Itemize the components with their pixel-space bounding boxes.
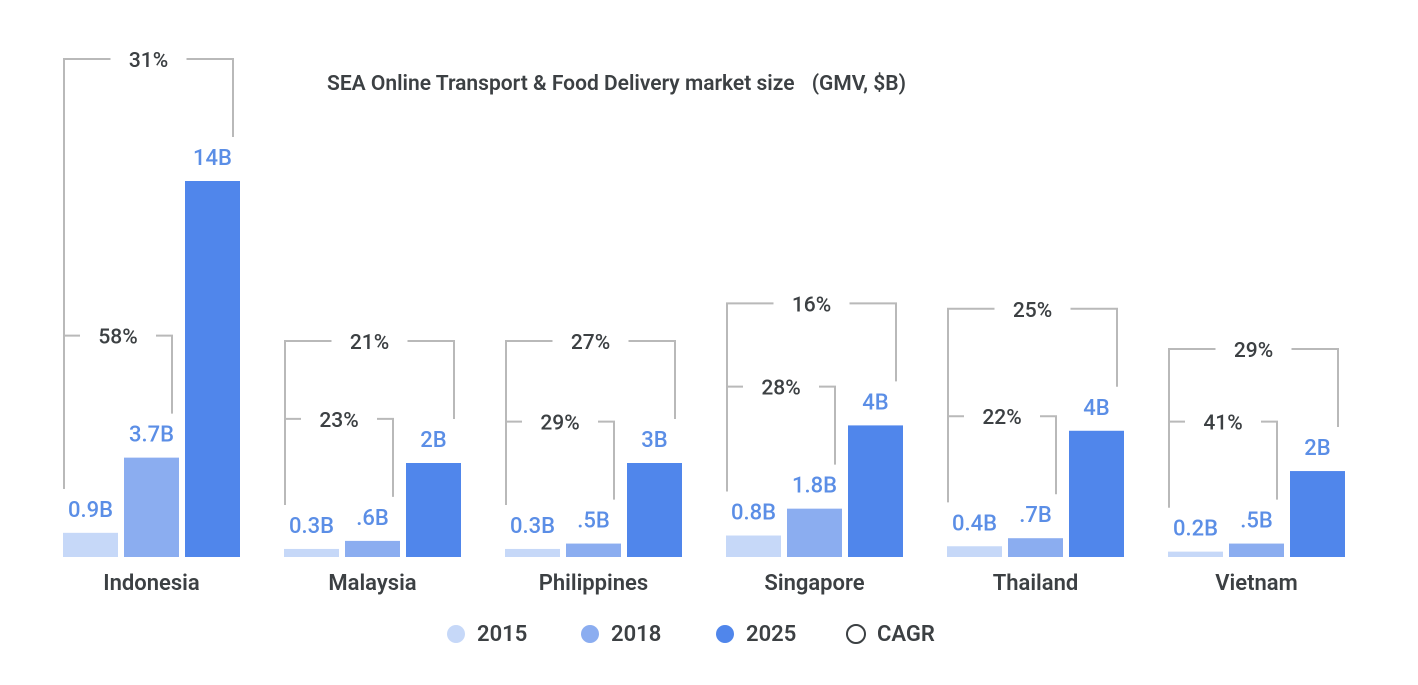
value-label-malaysia-2025: 2B: [420, 428, 446, 453]
value-label-indonesia-2015: 0.9B: [68, 498, 113, 523]
legend-label-cagr: CAGR: [877, 622, 935, 647]
value-label-philippines-2018: .5B: [577, 509, 610, 534]
cagr-label-2015-2018-malaysia: 23%: [319, 409, 358, 433]
cagr-label-2015-2025-philippines: 27%: [571, 331, 610, 355]
value-label-singapore-2025: 4B: [862, 390, 888, 415]
legend-marker-2015: [447, 625, 465, 643]
legend-label-2018: 2018: [611, 622, 661, 647]
bar-thailand-2025: [1069, 430, 1124, 557]
value-label-philippines-2015: 0.3B: [510, 514, 555, 539]
value-label-indonesia-2025: 14B: [193, 146, 232, 171]
category-label-philippines: Philippines: [539, 571, 648, 596]
bar-philippines-2018: [566, 543, 621, 557]
category-label-vietnam: Vietnam: [1215, 571, 1297, 596]
bar-vietnam-2025: [1290, 471, 1345, 557]
cagr-label-2015-2018-vietnam: 41%: [1203, 412, 1242, 436]
value-label-singapore-2018: 1.8B: [792, 474, 837, 499]
cagr-label-2015-2025-vietnam: 29%: [1234, 339, 1273, 363]
bar-vietnam-2015: [1168, 551, 1223, 557]
legend-marker-2018: [581, 625, 599, 643]
value-label-vietnam-2018: .5B: [1240, 509, 1273, 534]
bar-singapore-2015: [726, 535, 781, 557]
legend-marker-cagr: [846, 624, 866, 644]
bar-malaysia-2018: [345, 540, 400, 557]
cagr-label-2015-2025-indonesia: 31%: [129, 49, 168, 73]
bar-singapore-2018: [787, 508, 842, 557]
cagr-bracket-2015-2025-philippines: [505, 340, 676, 505]
legend-label-2025: 2025: [746, 622, 796, 647]
legend: 2015 2018 2025 CAGR: [447, 622, 935, 647]
labels-layer: 0.9B 3.7B 14B Indonesia 0.3B .6B 2B Malaysia 0.3…: [68, 49, 1331, 596]
cagr-bracket-2015-2025-indonesia: [63, 58, 234, 489]
bar-philippines-2015: [505, 548, 560, 557]
value-label-vietnam-2025: 2B: [1304, 436, 1330, 461]
cagr-brackets-layer: [63, 58, 1339, 508]
bar-vietnam-2018: [1229, 543, 1284, 557]
cagr-label-2015-2025-malaysia: 21%: [350, 331, 389, 355]
cagr-bracket-2015-2025-vietnam: [1168, 348, 1339, 508]
category-label-singapore: Singapore: [764, 571, 864, 596]
value-label-vietnam-2015: 0.2B: [1173, 517, 1218, 542]
cagr-label-2015-2025-thailand: 25%: [1013, 299, 1052, 323]
cagr-label-2015-2018-singapore: 28%: [761, 377, 800, 401]
bar-malaysia-2025: [406, 463, 461, 557]
bar-indonesia-2015: [63, 532, 118, 557]
cagr-bracket-2015-2025-malaysia: [284, 340, 455, 505]
value-label-thailand-2025: 4B: [1083, 396, 1109, 421]
bar-thailand-2018: [1008, 538, 1063, 557]
bar-malaysia-2015: [284, 548, 339, 557]
value-label-indonesia-2018: 3.7B: [129, 423, 174, 448]
value-label-malaysia-2015: 0.3B: [289, 514, 334, 539]
cagr-label-2015-2018-thailand: 22%: [982, 406, 1021, 430]
bar-indonesia-2025: [185, 181, 240, 557]
value-label-thailand-2015: 0.4B: [952, 511, 997, 536]
chart-title-main: SEA Online Transport & Food Delivery mar…: [327, 72, 795, 96]
value-label-thailand-2018: .7B: [1019, 503, 1052, 528]
value-label-malaysia-2018: .6B: [356, 506, 389, 531]
legend-marker-2025: [716, 625, 734, 643]
bar-indonesia-2018: [124, 457, 179, 557]
bars-layer: [63, 181, 1345, 557]
value-label-singapore-2015: 0.8B: [731, 501, 776, 526]
cagr-bracket-2015-2025-singapore: [726, 302, 897, 492]
cagr-label-2015-2018-philippines: 29%: [540, 412, 579, 436]
value-label-philippines-2025: 3B: [641, 428, 667, 453]
chart-title-unit: (GMV, $B): [812, 72, 906, 96]
bar-philippines-2025: [627, 463, 682, 557]
cagr-label-2015-2018-indonesia: 58%: [98, 326, 137, 350]
chart-title: SEA Online Transport & Food Delivery mar…: [327, 72, 906, 96]
legend-label-2015: 2015: [477, 622, 527, 647]
category-label-thailand: Thailand: [993, 571, 1079, 596]
cagr-label-2015-2025-singapore: 16%: [792, 293, 831, 317]
bar-singapore-2025: [848, 425, 903, 557]
category-label-malaysia: Malaysia: [328, 571, 416, 596]
category-label-indonesia: Indonesia: [103, 571, 199, 596]
cagr-bracket-2015-2025-thailand: [947, 307, 1118, 503]
bar-thailand-2015: [947, 546, 1002, 557]
